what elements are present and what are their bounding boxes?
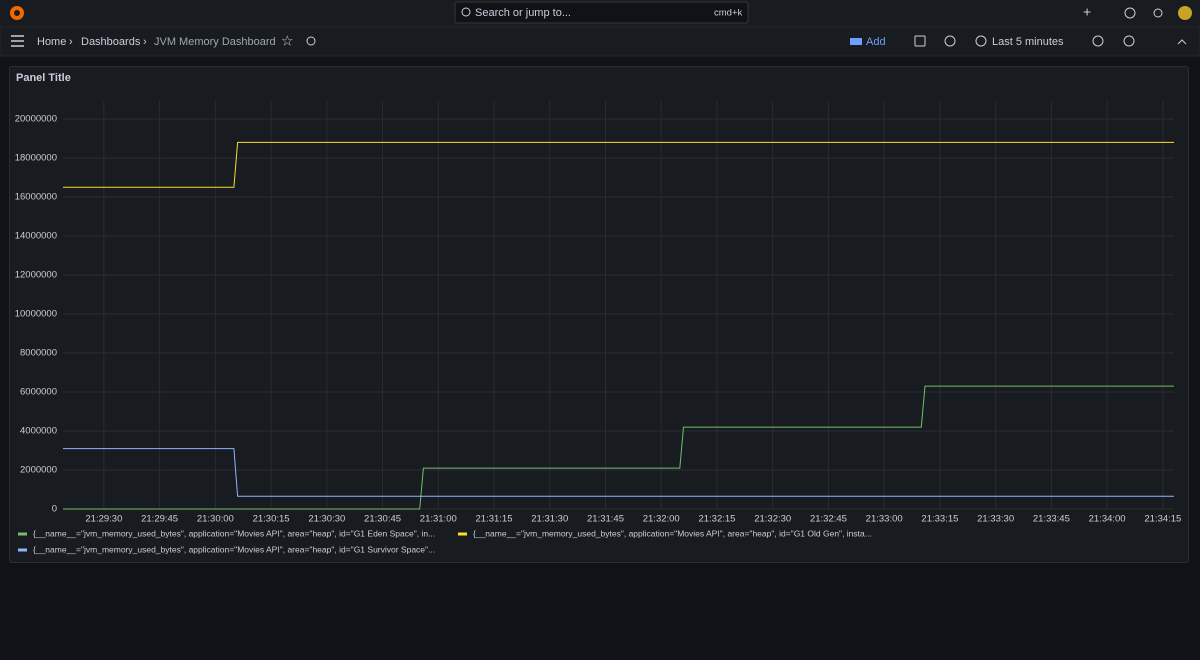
news-icon[interactable] [1153,8,1163,18]
breadcrumb-dashboards[interactable]: Dashboards [81,36,141,48]
y-tick-label: 12000000 [15,270,57,281]
share-icon[interactable] [306,36,316,46]
panel-title[interactable]: Panel Title [16,72,71,84]
series-line [63,141,1174,188]
zoom-out-icon[interactable] [1092,35,1104,47]
plus-icon[interactable]: + [1083,4,1091,20]
series-line [63,385,1174,510]
y-tick-label: 16000000 [15,192,57,203]
x-tick-label: 21:31:30 [531,514,568,525]
add-icon [850,38,862,45]
x-tick-label: 21:29:30 [85,514,122,525]
clock-icon [975,35,987,47]
menu-icon[interactable] [11,35,24,47]
x-tick-label: 21:34:15 [1144,514,1181,525]
save-icon[interactable] [914,35,926,47]
nav-bar [0,26,1200,57]
y-tick-label: 18000000 [15,153,57,164]
search-box[interactable] [454,1,749,24]
collapse-icon[interactable] [1177,39,1187,45]
x-tick-label: 21:33:15 [921,514,958,525]
x-tick-label: 21:32:15 [698,514,735,525]
x-tick-label: 21:32:30 [754,514,791,525]
y-tick-label: 14000000 [15,231,57,242]
search-text: Search or jump to... [475,7,571,19]
x-tick-label: 21:30:30 [308,514,345,525]
breadcrumb-home[interactable]: Home [37,36,66,48]
x-tick-label: 21:34:00 [1089,514,1126,525]
x-tick-label: 21:33:30 [977,514,1014,525]
legend-label[interactable]: {__name__="jvm_memory_used_bytes", appli… [33,528,435,538]
logo-inner [14,10,20,16]
x-tick-label: 21:31:15 [476,514,513,525]
settings-icon[interactable] [944,35,956,47]
y-tick-label: 4000000 [20,426,57,437]
time-range[interactable]: Last 5 minutes [992,36,1064,48]
breadcrumb-sep: › [143,36,147,48]
add-button[interactable]: Add [866,36,886,48]
legend-label[interactable]: {__name__="jvm_memory_used_bytes", appli… [33,544,435,554]
shortcut: cmd+k [714,8,742,19]
x-tick-label: 21:33:45 [1033,514,1070,525]
y-tick-label: 20000000 [15,114,57,125]
x-tick-label: 21:33:00 [866,514,903,525]
refresh-icon[interactable] [1123,35,1135,47]
breadcrumb-sep: › [69,36,73,48]
help-icon[interactable] [1124,7,1136,19]
x-tick-label: 21:30:00 [197,514,234,525]
series-line [63,448,1174,497]
x-tick-label: 21:30:45 [364,514,401,525]
x-tick-label: 21:31:00 [420,514,457,525]
star-icon[interactable]: ☆ [281,33,294,49]
y-tick-label: 10000000 [15,309,57,320]
y-tick-label: 2000000 [20,465,57,476]
x-tick-label: 21:32:00 [643,514,680,525]
avatar[interactable] [1178,6,1192,20]
legend-label[interactable]: {__name__="jvm_memory_used_bytes", appli… [473,528,872,538]
breadcrumb-current: JVM Memory Dashboard [154,36,276,48]
y-tick-label: 6000000 [20,387,57,398]
y-tick-label: 8000000 [20,348,57,359]
x-tick-label: 21:31:45 [587,514,624,525]
x-tick-label: 21:29:45 [141,514,178,525]
search-icon [461,7,471,17]
x-tick-label: 21:32:45 [810,514,847,525]
x-tick-label: 21:30:15 [253,514,290,525]
y-tick-label: 0 [52,504,57,515]
